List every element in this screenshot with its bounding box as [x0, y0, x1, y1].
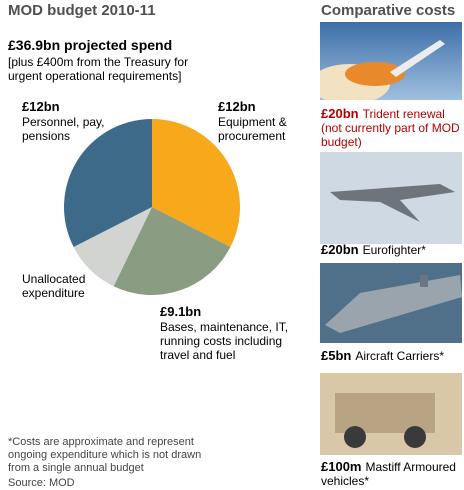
pie-slice — [152, 119, 240, 248]
sidebar-title: Comparative costs — [321, 2, 456, 19]
footnote: *Costs are approximate and represent ong… — [8, 436, 202, 474]
sidebar-item: £5bn Aircraft Carriers* — [321, 348, 463, 364]
item-amount: £5bn — [321, 348, 352, 363]
value-label: £12bn — [218, 99, 256, 114]
image-trident — [320, 22, 462, 100]
item-amount: £20bn — [321, 242, 359, 257]
source: Source: MOD — [8, 477, 75, 489]
item-label: Aircraft Carriers* — [355, 349, 445, 363]
category-label: Unallocated expenditure — [22, 272, 86, 300]
pie-slice — [113, 207, 231, 295]
image-eurofighter — [320, 152, 462, 244]
item-amount: £20bn — [321, 106, 359, 121]
item-label: Eurofighter* — [362, 243, 426, 257]
item-label: Trident renewal (not currently part of M… — [321, 107, 460, 149]
title: MOD budget 2010-11 — [8, 2, 156, 19]
category-label: Personnel, pay, pensions — [22, 115, 105, 143]
sidebar-item: £20bn Trident renewal (not currently part… — [321, 106, 463, 150]
pie-slice — [73, 207, 152, 287]
image-mastiff — [320, 373, 462, 455]
category-label: Bases, maintenance, IT, running costs in… — [160, 320, 289, 362]
item-amount: £100m — [321, 459, 362, 474]
headline: £36.9bn projected spend — [8, 37, 173, 53]
value-label: £9.1bn — [160, 304, 202, 319]
pie-chart — [63, 119, 240, 295]
sidebar-item: £100m Mastiff Armoured vehicles* — [321, 459, 463, 489]
value-label: £12bn — [22, 99, 60, 114]
sidebar-item: £20bn Eurofighter* — [321, 242, 463, 258]
pie-slice — [63, 119, 153, 248]
subheadline: [plus £400m from the Treasury for urgent… — [8, 55, 189, 83]
category-label: Equipment & procurement — [218, 115, 287, 143]
item-label: Mastiff Armoured vehicles* — [321, 460, 456, 488]
image-carrier — [320, 263, 462, 343]
